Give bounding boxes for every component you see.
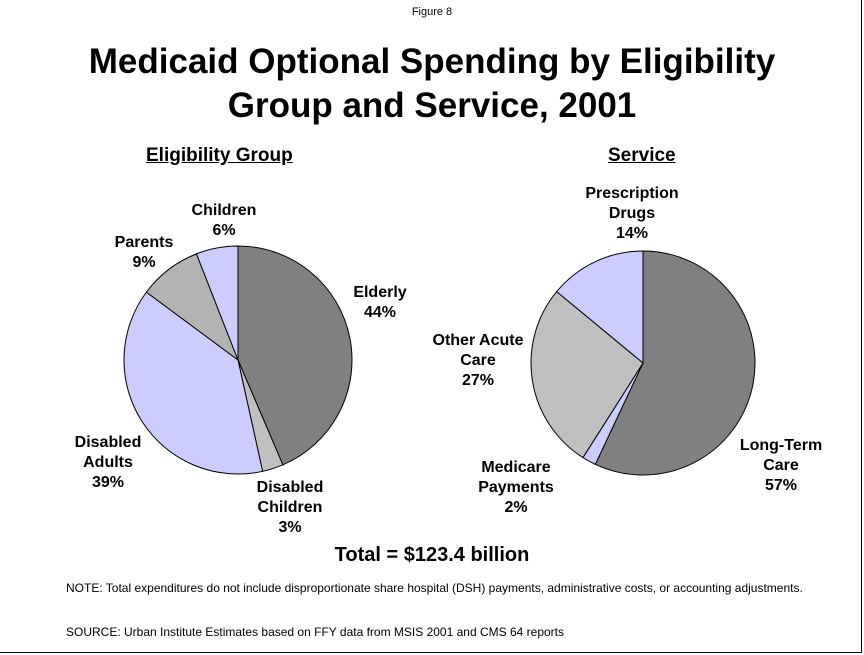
eligibility-slice-label-3: Parents 9% xyxy=(115,234,174,271)
service-chart-title: Service xyxy=(608,145,676,166)
footnote: NOTE: Total expenditures do not include … xyxy=(66,581,803,595)
eligibility-slice-2 xyxy=(123,291,264,475)
service-slice-0 xyxy=(594,250,756,476)
page-title: Medicaid Optional Spending by Eligibilit… xyxy=(0,40,864,128)
source-note: SOURCE: Urban Institute Estimates based … xyxy=(66,625,564,639)
service-slice-label-0: Long-Term Care 57% xyxy=(740,437,822,494)
title-line-2: Group and Service, 2001 xyxy=(227,86,637,125)
service-slice-label-2: Other Acute Care 27% xyxy=(433,332,524,389)
eligibility-slice-label-1: Disabled Children 3% xyxy=(257,479,324,536)
pie-charts: Elderly 44% Disabled Children 3% Disabled Adul… xyxy=(75,185,823,536)
eligibility-slice-4 xyxy=(195,245,239,361)
eligibility-slice-label-0: Elderly 44% xyxy=(353,284,406,321)
service-slice-label-3: Prescription Drugs 14% xyxy=(585,185,678,242)
service-slice-label-1: Medicare Payments 2% xyxy=(478,459,554,516)
service-slice-2 xyxy=(530,290,644,459)
figure-label: Figure 8 xyxy=(411,6,453,18)
eligibility-slice-label-4: Children 6% xyxy=(192,202,257,239)
eligibility-slice-0 xyxy=(237,245,353,466)
eligibility-slice-label-2: Disabled Adults 39% xyxy=(75,434,142,491)
eligibility-chart-title: Eligibility Group xyxy=(146,145,293,166)
total-amount: Total = $123.4 billion xyxy=(334,544,530,566)
title-line-1: Medicaid Optional Spending by Eligibilit… xyxy=(88,42,776,81)
service-slice-3 xyxy=(555,250,644,365)
